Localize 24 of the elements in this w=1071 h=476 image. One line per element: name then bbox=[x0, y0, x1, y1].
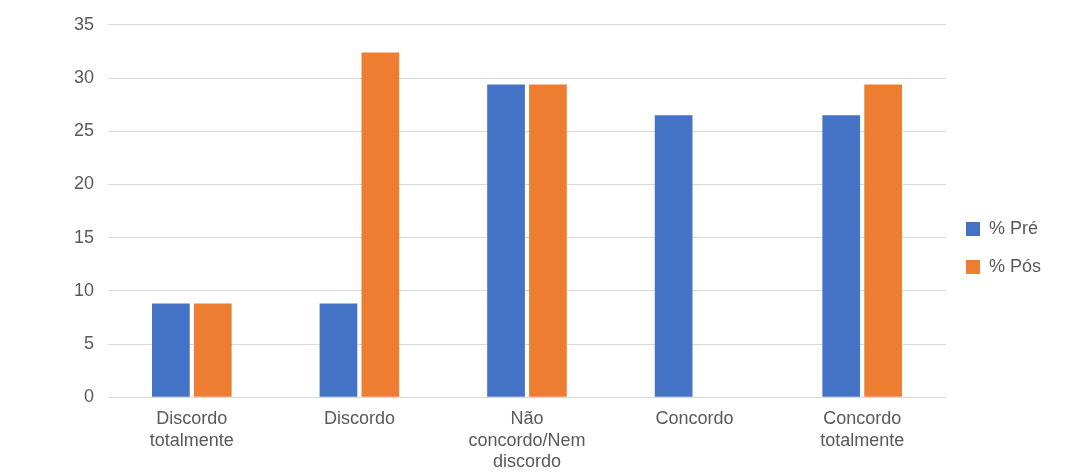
bar bbox=[487, 84, 525, 397]
x-tick-label: Não concordo/Nem discordo bbox=[468, 407, 586, 472]
bar bbox=[654, 115, 693, 397]
y-tick-label: 0 bbox=[84, 386, 95, 407]
bar bbox=[361, 52, 400, 397]
y-tick-label: 5 bbox=[84, 332, 95, 353]
y-tick-label: 30 bbox=[73, 66, 95, 87]
x-tick-label: Discordo totalmente bbox=[149, 407, 234, 450]
bar bbox=[864, 84, 902, 397]
x-tick-label: Concordo totalmente bbox=[820, 407, 905, 450]
legend-label: % Pós bbox=[988, 255, 1042, 276]
bar bbox=[193, 303, 232, 397]
x-tick-label: Concordo bbox=[655, 407, 734, 428]
y-tick-label: 35 bbox=[73, 13, 95, 34]
bar bbox=[152, 303, 190, 397]
x-tick-label: Discordo bbox=[323, 407, 395, 428]
bar bbox=[319, 303, 358, 397]
y-tick-label: 25 bbox=[73, 120, 95, 141]
y-tick-label: 10 bbox=[73, 279, 95, 300]
bar bbox=[822, 115, 861, 397]
y-tick-label: 15 bbox=[73, 226, 95, 247]
legend-label: % Pré bbox=[988, 217, 1039, 238]
y-tick-label: 20 bbox=[73, 173, 95, 194]
bar bbox=[529, 84, 567, 397]
